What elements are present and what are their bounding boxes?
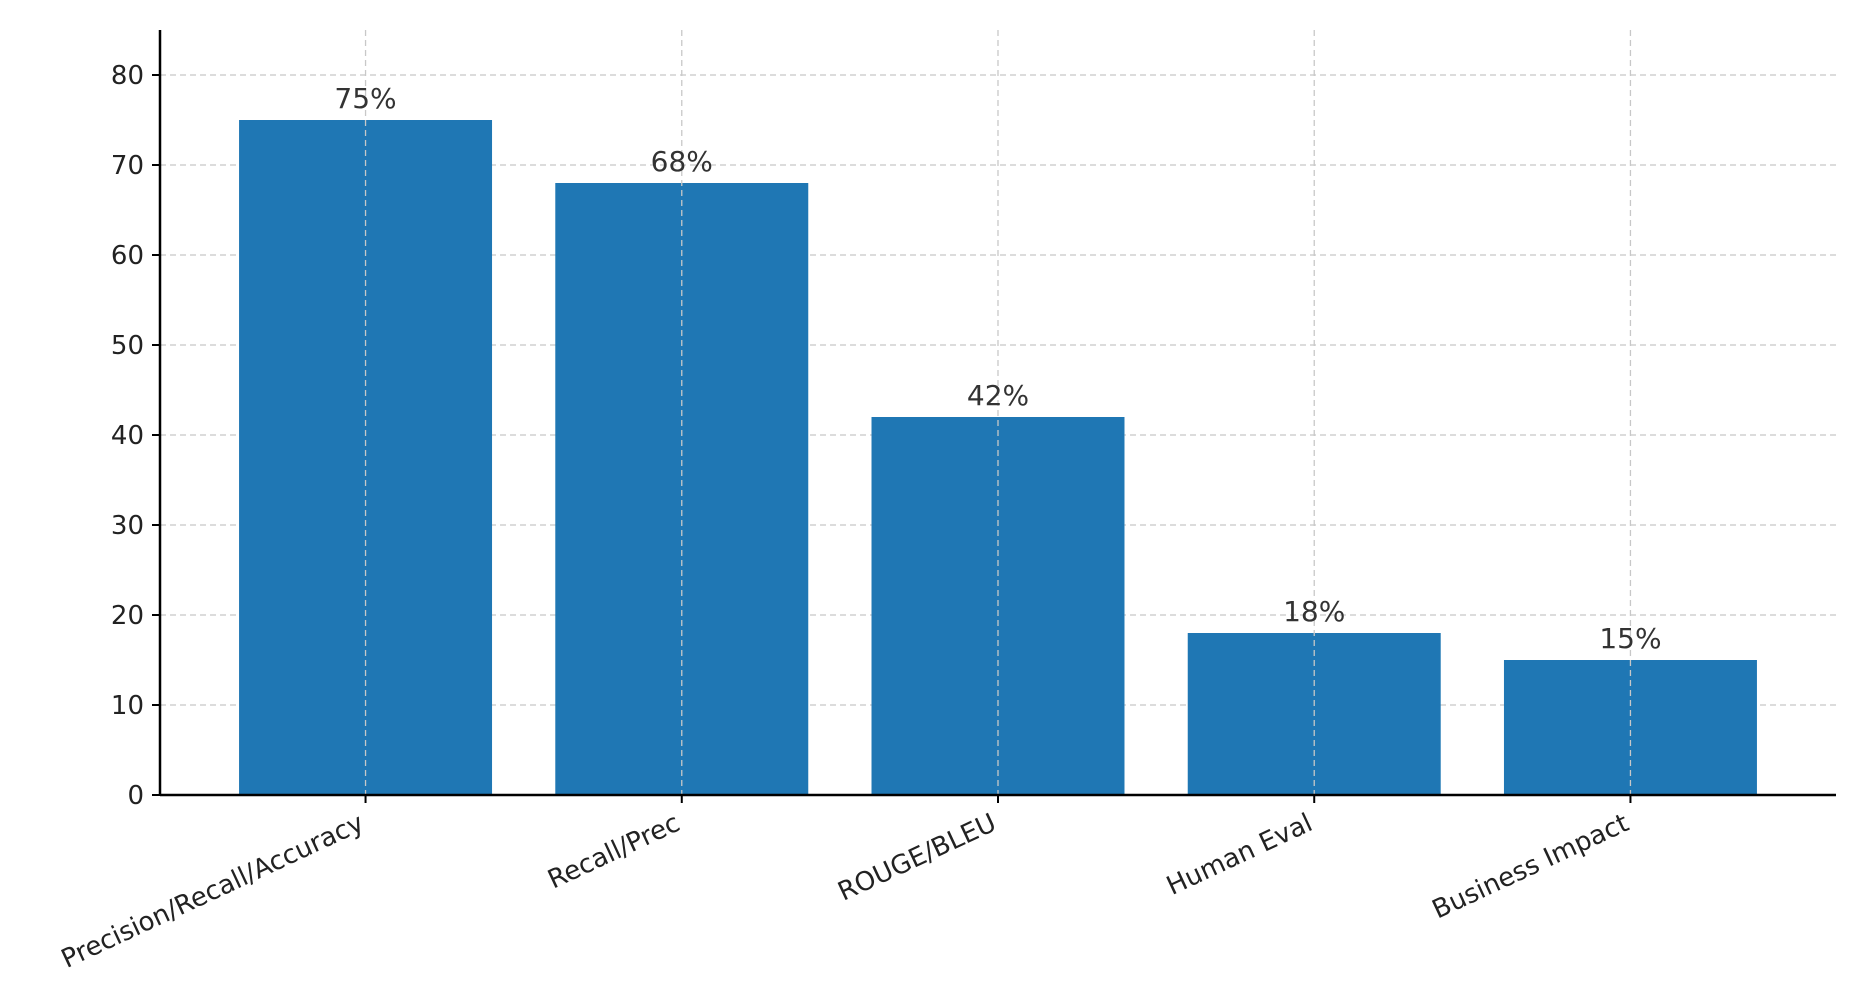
y-tick-label: 20 [111, 601, 144, 631]
x-tick-label: Recall/Prec [543, 808, 684, 895]
y-tick-label: 50 [111, 331, 144, 361]
bar-data-label: 68% [651, 145, 713, 178]
data-labels-layer: 75% 68% 42% 18% 15% [334, 82, 1661, 655]
y-tick-label: 10 [111, 691, 144, 721]
y-tick-label: 40 [111, 421, 144, 451]
y-tick-label: 30 [111, 511, 144, 541]
x-tick-label: Precision/Recall/Accuracy [57, 808, 369, 975]
x-labels-layer: Precision/Recall/Accuracy Recall/Prec ROUG… [57, 795, 1633, 975]
x-tick-label: Human Eval [1162, 808, 1317, 902]
y-tick-label: 80 [111, 61, 144, 91]
y-tick-label: 0 [127, 781, 144, 811]
y-ticks-layer: 0 10 20 30 40 50 60 70 80 [111, 61, 160, 811]
bar-data-label: 75% [334, 82, 396, 115]
x-tick-label: Business Impact [1428, 808, 1634, 925]
bar-data-label: 15% [1599, 622, 1661, 655]
x-tick-label: ROUGE/BLEU [834, 808, 1001, 907]
y-tick-label: 60 [111, 241, 144, 271]
y-tick-label: 70 [111, 151, 144, 181]
bar-data-label: 42% [967, 379, 1029, 412]
vertical-grid-layer [364, 30, 1632, 795]
bar-data-label: 18% [1283, 595, 1345, 628]
